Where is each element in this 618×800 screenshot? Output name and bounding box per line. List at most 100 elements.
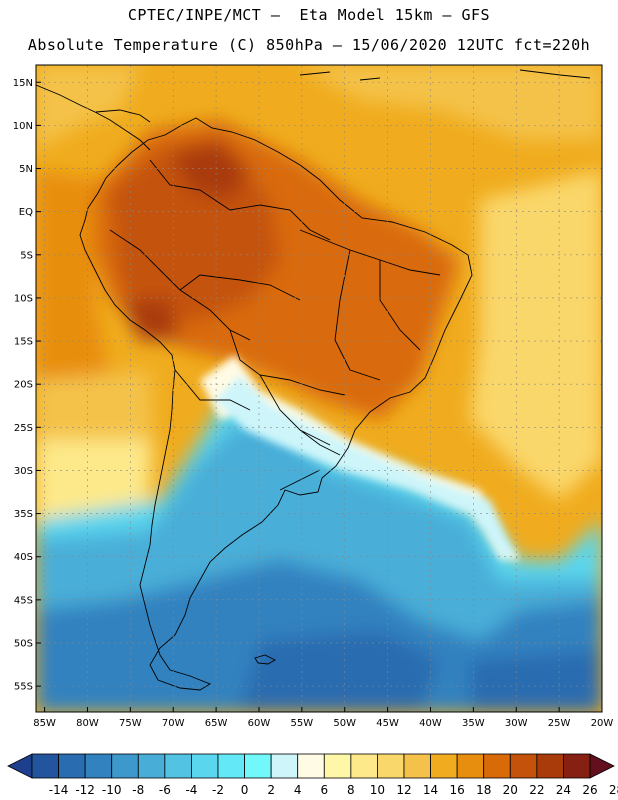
field-andes-hot xyxy=(120,300,180,340)
colorbar-label: -10 xyxy=(102,783,122,797)
colorbar-swatch xyxy=(377,753,405,779)
field-pacific-light xyxy=(36,440,150,520)
lon-tick-label: 55W xyxy=(291,718,314,729)
colorbar-label: 6 xyxy=(320,783,328,797)
lon-tick-label: 30W xyxy=(505,718,528,729)
colorbar-label: 4 xyxy=(294,783,302,797)
colorbar: -14 -12 -10 -8 -6 -4 -2 0 2 4 6 8 10 12 14 16 18 20 22 24 26… xyxy=(7,753,618,797)
lat-tick-label: 35S xyxy=(14,509,33,520)
lat-tick-label: 45S xyxy=(14,595,33,606)
title-line-2: Absolute Temperature (C) 850hPa – 15/06/… xyxy=(27,36,591,54)
lon-tick-label: 65W xyxy=(205,718,228,729)
lat-tick-label: 5N xyxy=(19,164,33,175)
colorbar-label: 12 xyxy=(396,783,411,797)
field-caribbean xyxy=(300,65,602,140)
lat-tick-label: 5S xyxy=(20,250,33,261)
lat-tick-label: 50S xyxy=(14,638,33,649)
lon-tick-label: 70W xyxy=(162,718,185,729)
colorbar-swatch xyxy=(483,753,511,779)
colorbar-label: 18 xyxy=(476,783,491,797)
colorbar-label: 28 xyxy=(609,783,618,797)
lon-tick-label: 80W xyxy=(76,718,99,729)
lat-tick-label: 15S xyxy=(14,337,33,348)
lon-tick-label: 75W xyxy=(119,718,142,729)
lat-tick-label: 25S xyxy=(14,423,33,434)
colorbar-swatch xyxy=(217,753,245,779)
field-cold-southeast xyxy=(470,650,602,712)
field-amazon-hot xyxy=(110,150,280,320)
lon-tick-label: 85W xyxy=(33,718,56,729)
field-north-pacific xyxy=(36,65,140,150)
colorbar-label: -8 xyxy=(132,783,144,797)
longitude-labels: 85W 80W 75W 70W 65W 60W 55W 50W 45W 40W 35W 30W 25W 2… xyxy=(33,707,613,729)
colorbar-swatch xyxy=(58,753,86,779)
colorbar-label: 20 xyxy=(503,783,518,797)
lon-tick-label: 45W xyxy=(376,718,399,729)
lat-tick-label: 10N xyxy=(13,121,33,132)
colorbar-swatch xyxy=(323,753,352,779)
temperature-field xyxy=(36,65,602,712)
south-america-coast xyxy=(79,117,473,691)
colorbar-swatch xyxy=(509,753,538,779)
colorbar-swatch xyxy=(191,753,219,779)
colorbar-over-arrow xyxy=(589,753,615,779)
falklands xyxy=(254,654,276,665)
colorbar-swatch xyxy=(297,753,325,779)
colorbar-label: -6 xyxy=(159,783,171,797)
field-coldest xyxy=(240,630,440,712)
colorbar-label: 24 xyxy=(556,783,571,797)
lat-tick-label: 40S xyxy=(14,552,33,563)
lon-tick-label: 25W xyxy=(548,718,571,729)
colorbar-label: -12 xyxy=(75,783,95,797)
lat-tick-label: 30S xyxy=(14,466,33,477)
colorbar-swatch xyxy=(430,753,458,779)
title-line-1: CPTEC/INPE/MCT – Eta Model 15km – GFS xyxy=(127,6,491,24)
central-america-coast xyxy=(36,84,151,151)
colorbar-label: 8 xyxy=(347,783,355,797)
colorbar-swatch xyxy=(137,753,166,779)
lat-tick-label: 55S xyxy=(14,682,33,693)
map-frame xyxy=(35,64,603,713)
lon-tick-label: 40W xyxy=(419,718,442,729)
lon-tick-label: 20W xyxy=(591,718,614,729)
colorbar-label: 2 xyxy=(267,783,275,797)
colorbar-swatch xyxy=(111,753,139,779)
lon-tick-label: 35W xyxy=(462,718,485,729)
colorbar-label: 0 xyxy=(241,783,249,797)
lat-tick-label: 20S xyxy=(14,380,33,391)
lat-tick-label: 10S xyxy=(14,293,33,304)
colorbar-swatch xyxy=(403,753,431,779)
colorbar-label: -4 xyxy=(185,783,197,797)
colorbar-swatch xyxy=(31,753,59,779)
colorbar-label: -2 xyxy=(212,783,224,797)
latitude-labels: 15N 10N 5N EQ 5S 10S 15S 20S 25S 30S 35S 40S 45S 50S 5… xyxy=(13,78,41,693)
colorbar-under-arrow xyxy=(7,753,33,779)
lat-tick-label: 15N xyxy=(13,78,33,89)
colorbar-swatch xyxy=(270,753,299,779)
graticule xyxy=(36,65,603,712)
colorbar-label: 26 xyxy=(582,783,597,797)
lon-tick-label: 60W xyxy=(248,718,271,729)
lat-tick-label: EQ xyxy=(19,207,33,218)
colorbar-label: 14 xyxy=(423,783,438,797)
lon-tick-label: 50W xyxy=(333,718,356,729)
colorbar-swatch xyxy=(456,753,485,779)
colorbar-label: -14 xyxy=(49,783,69,797)
colorbar-swatch xyxy=(84,753,113,779)
colorbar-swatch xyxy=(536,753,564,779)
field-front-pale xyxy=(215,375,515,560)
colorbar-swatch xyxy=(350,753,378,779)
field-atlantic-warm xyxy=(470,170,602,500)
colorbar-label: 22 xyxy=(529,783,544,797)
colorbar-label: 10 xyxy=(370,783,385,797)
country-borders xyxy=(109,159,441,491)
coastlines xyxy=(36,69,591,691)
colorbar-label: 16 xyxy=(450,783,465,797)
field-pacific-orange xyxy=(36,170,110,400)
colorbar-swatch xyxy=(563,753,591,779)
colorbar-swatch xyxy=(244,753,272,779)
caribbean-islands xyxy=(299,69,591,81)
colorbar-swatch xyxy=(164,753,192,779)
field-hottest xyxy=(170,140,250,200)
